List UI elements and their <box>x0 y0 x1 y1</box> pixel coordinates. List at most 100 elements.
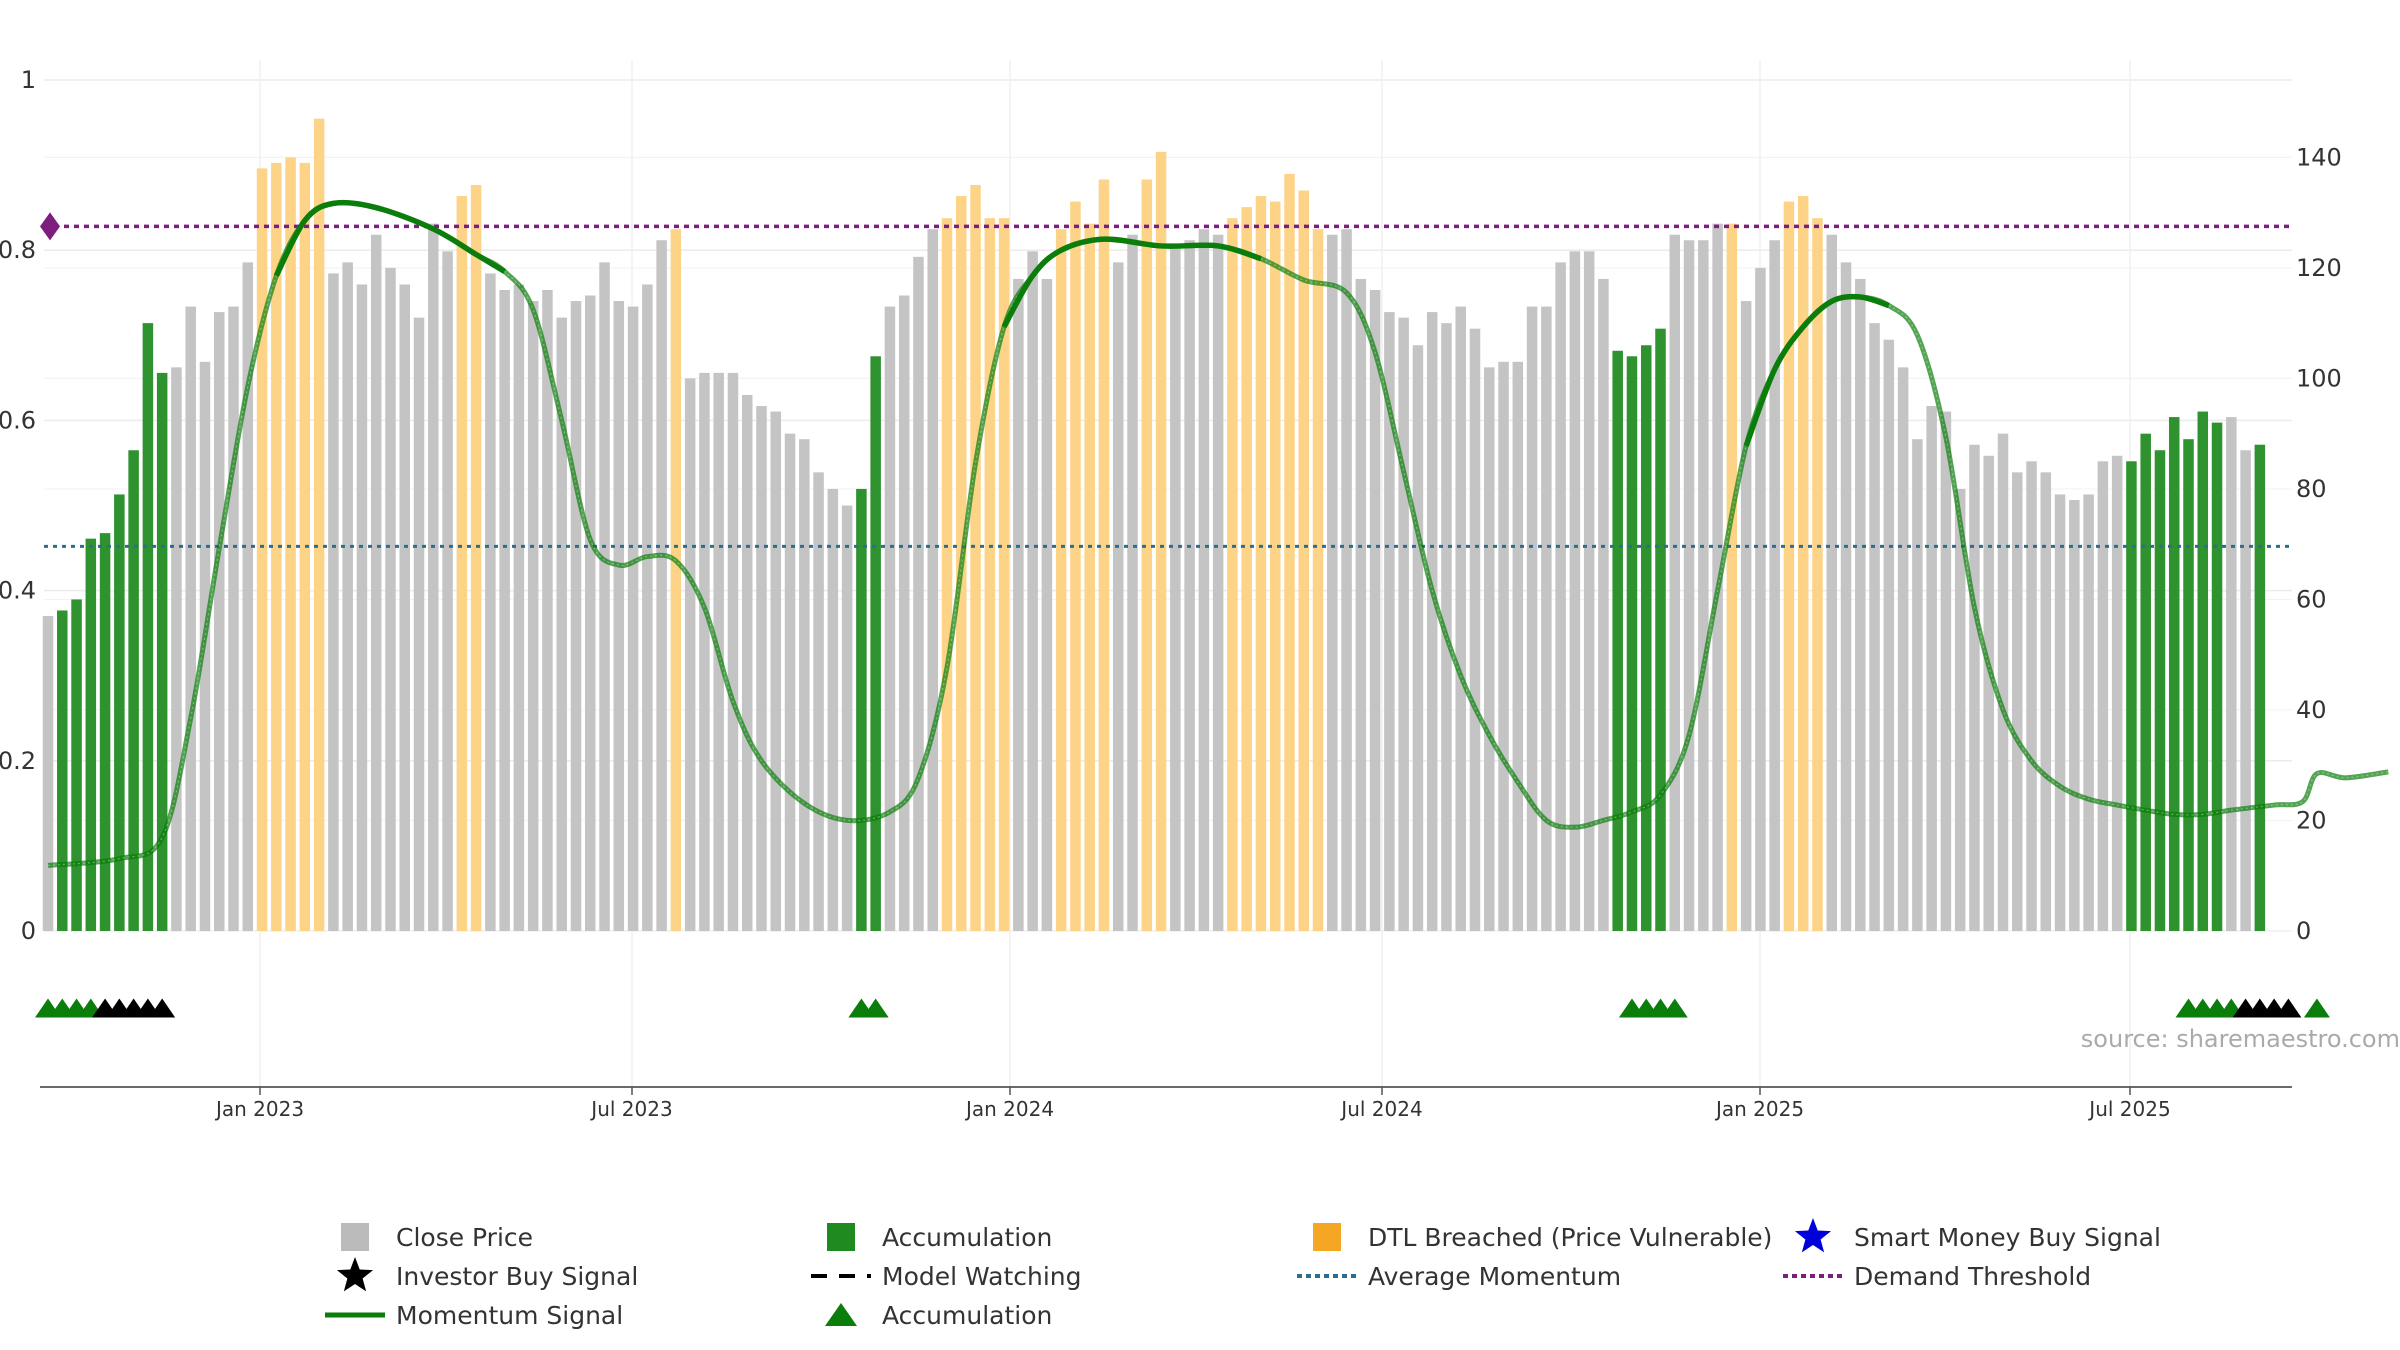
price-bar-2 <box>71 599 82 931</box>
price-bar-150 <box>2183 439 2194 931</box>
price-bar-129 <box>1883 339 1895 932</box>
left-axis-tick-3: 0.6 <box>0 406 36 434</box>
price-bar-133 <box>1940 411 1952 931</box>
price-bar-140 <box>2040 472 2052 931</box>
price-bar-39 <box>599 262 610 931</box>
price-bar-44 <box>670 229 682 931</box>
price-bar-60 <box>898 295 910 931</box>
price-bar-104 <box>1526 306 1538 931</box>
source-text: source: sharemaestro.com <box>2081 1025 2400 1053</box>
x-axis-tick-2: Jan 2024 <box>964 1097 1054 1121</box>
price-bar-106 <box>1555 262 1566 931</box>
price-bar-97 <box>1426 312 1438 932</box>
price-bar-131 <box>1912 439 1923 931</box>
price-bar-19 <box>313 118 325 932</box>
price-bar-111 <box>1626 356 1638 931</box>
legend-item-9: Accumulation <box>825 1301 1052 1330</box>
price-bar-3 <box>85 538 97 931</box>
legend-label-7: Demand Threshold <box>1854 1262 2091 1291</box>
accumulation-signal-10 <box>862 998 889 1018</box>
price-bar-142 <box>2069 499 2080 931</box>
legend-label-4: Investor Buy Signal <box>396 1262 638 1291</box>
price-bar-69 <box>1027 251 1038 931</box>
price-bar-7 <box>142 323 154 931</box>
price-bar-35 <box>542 289 553 931</box>
price-bar-153 <box>2226 417 2237 932</box>
price-bar-43 <box>656 240 667 931</box>
price-bar-49 <box>741 394 753 932</box>
price-bar-26 <box>413 317 425 931</box>
legend-label-2: DTL Breached (Price Vulnerable) <box>1368 1223 1772 1252</box>
price-bar-152 <box>2211 422 2223 931</box>
x-axis-tick-4: Jan 2025 <box>1714 1097 1804 1121</box>
price-bar-94 <box>1384 312 1395 932</box>
price-bar-81 <box>1198 229 1210 931</box>
x-axis-tick-0: Jan 2023 <box>214 1097 304 1121</box>
legend-star-icon-4 <box>336 1257 374 1292</box>
price-bar-0 <box>42 616 54 931</box>
price-bar-128 <box>1869 323 1880 931</box>
price-bar-79 <box>1170 245 1181 931</box>
price-bar-149 <box>2168 417 2180 932</box>
price-bar-15 <box>256 168 268 932</box>
price-bar-125 <box>1826 234 1837 932</box>
momentum-signal-highlight-0 <box>273 199 507 277</box>
price-bar-130 <box>1897 367 1909 932</box>
price-bar-54 <box>813 472 824 931</box>
price-bar-22 <box>356 284 368 932</box>
price-bar-30 <box>470 184 482 932</box>
price-bar-87 <box>1284 173 1295 931</box>
price-bar-40 <box>613 301 625 931</box>
price-bar-105 <box>1541 306 1552 931</box>
axes-layer: 0 0.2 0.4 0.6 0.8 1 0 20 40 60 80 100 120 140 Jan 2023… <box>0 66 2342 1121</box>
price-bar-89 <box>1312 229 1324 931</box>
price-bar-143 <box>2083 494 2094 931</box>
legend-label-3: Smart Money Buy Signal <box>1854 1223 2161 1252</box>
price-bar-114 <box>1669 234 1681 932</box>
price-bar-27 <box>428 223 439 931</box>
price-bar-33 <box>513 284 525 932</box>
price-bar-13 <box>228 306 239 931</box>
price-bar-151 <box>2197 411 2209 931</box>
left-axis-tick-1: 0.2 <box>0 747 36 775</box>
price-bar-96 <box>1412 345 1424 931</box>
legend-item-1: Accumulation <box>827 1223 1052 1252</box>
price-bar-23 <box>370 234 382 932</box>
price-bar-71 <box>1055 229 1067 931</box>
legend-item-2: DTL Breached (Price Vulnerable) <box>1313 1223 1772 1252</box>
signals-layer <box>35 998 2330 1018</box>
price-bar-147 <box>2140 433 2151 931</box>
price-bar-42 <box>642 284 653 932</box>
price-bar-83 <box>1227 218 1238 931</box>
price-bar-59 <box>884 306 896 931</box>
demand-threshold-marker <box>40 212 60 241</box>
price-bar-68 <box>1013 278 1024 931</box>
price-bar-103 <box>1512 361 1524 931</box>
price-bar-17 <box>285 157 296 932</box>
x-axis-tick-3: Jul 2024 <box>1339 1097 1422 1121</box>
price-bar-32 <box>499 289 510 931</box>
price-bar-5 <box>114 494 125 931</box>
legend-swatch-1 <box>827 1223 855 1251</box>
legend-label-6: Average Momentum <box>1368 1262 1621 1291</box>
price-bar-74 <box>1098 179 1110 932</box>
right-axis-tick-1: 20 <box>2296 806 2327 834</box>
price-bar-86 <box>1269 201 1281 931</box>
price-bar-21 <box>342 262 353 931</box>
price-bar-84 <box>1241 207 1252 932</box>
price-bar-12 <box>213 312 225 932</box>
price-bar-58 <box>870 356 881 931</box>
right-axis-tick-5: 100 <box>2296 364 2342 392</box>
price-bar-95 <box>1398 317 1409 931</box>
x-axis-tick-1: Jul 2023 <box>589 1097 672 1121</box>
price-bar-139 <box>2026 461 2037 931</box>
right-axis-tick-0: 0 <box>2296 917 2311 945</box>
price-bar-51 <box>770 411 782 931</box>
price-bar-65 <box>970 184 981 932</box>
price-bar-25 <box>399 284 410 932</box>
legend: Close Price Accumulation DTL Breached (Pri… <box>325 1218 2161 1330</box>
price-bar-66 <box>984 218 996 931</box>
legend-label-5: Model Watching <box>882 1262 1082 1291</box>
price-bar-109 <box>1598 278 1609 931</box>
